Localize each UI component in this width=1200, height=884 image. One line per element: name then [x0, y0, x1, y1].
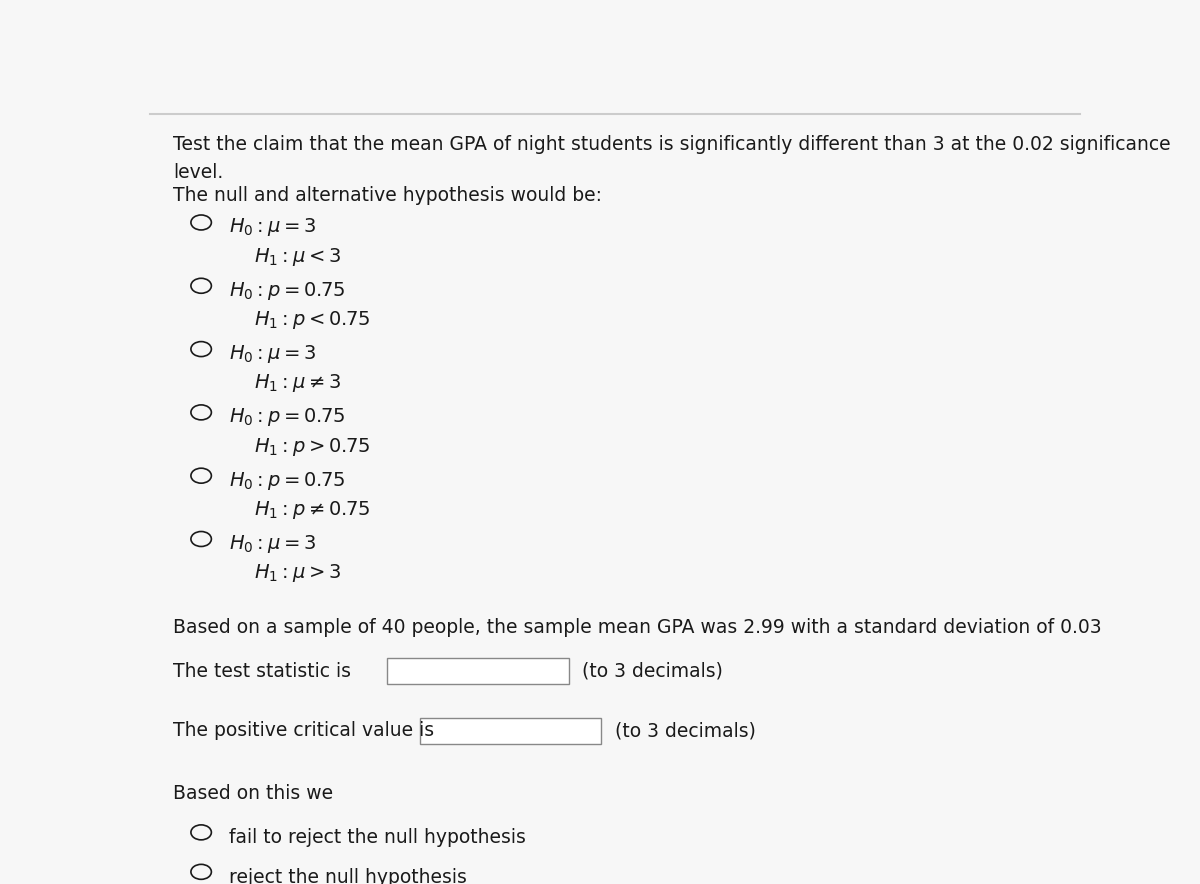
- Text: Based on this we: Based on this we: [173, 784, 334, 803]
- Text: $H_0 : \mu = 3$: $H_0 : \mu = 3$: [229, 533, 317, 555]
- Text: The test statistic is: The test statistic is: [173, 661, 352, 681]
- Text: $H_0 : \mu = 3$: $H_0 : \mu = 3$: [229, 343, 317, 365]
- Text: $H_0 : p = 0.75$: $H_0 : p = 0.75$: [229, 407, 346, 428]
- Text: $H_1 : p \neq 0.75$: $H_1 : p \neq 0.75$: [254, 499, 371, 521]
- Text: $H_0 : p = 0.75$: $H_0 : p = 0.75$: [229, 279, 346, 301]
- Text: (to 3 decimals): (to 3 decimals): [616, 721, 756, 741]
- Text: $H_1 : \mu < 3$: $H_1 : \mu < 3$: [254, 246, 342, 268]
- Text: The null and alternative hypothesis would be:: The null and alternative hypothesis woul…: [173, 187, 602, 205]
- Text: $H_0 : p = 0.75$: $H_0 : p = 0.75$: [229, 469, 346, 492]
- Text: Test the claim that the mean GPA of night students is significantly different th: Test the claim that the mean GPA of nigh…: [173, 135, 1171, 182]
- Text: $H_1 : \mu \neq 3$: $H_1 : \mu \neq 3$: [254, 372, 342, 394]
- Text: reject the null hypothesis: reject the null hypothesis: [229, 868, 467, 884]
- Text: Based on a sample of 40 people, the sample mean GPA was 2.99 with a standard dev: Based on a sample of 40 people, the samp…: [173, 618, 1102, 637]
- Text: $H_1 : p < 0.75$: $H_1 : p < 0.75$: [254, 309, 371, 331]
- FancyBboxPatch shape: [388, 658, 569, 684]
- Text: (to 3 decimals): (to 3 decimals): [582, 661, 724, 681]
- Text: $H_1 : \mu > 3$: $H_1 : \mu > 3$: [254, 562, 342, 584]
- Text: $H_1 : p > 0.75$: $H_1 : p > 0.75$: [254, 436, 371, 458]
- Text: $H_0 : \mu = 3$: $H_0 : \mu = 3$: [229, 217, 317, 239]
- Text: fail to reject the null hypothesis: fail to reject the null hypothesis: [229, 828, 526, 847]
- Text: The positive critical value is: The positive critical value is: [173, 721, 434, 741]
- FancyBboxPatch shape: [420, 718, 601, 743]
